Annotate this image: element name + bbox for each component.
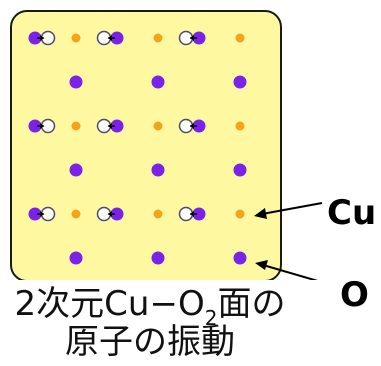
lattice-diagram: [10, 10, 323, 280]
copper-atom: [71, 209, 81, 219]
oxygen-atom: [151, 163, 165, 177]
oxygen-atom: [28, 207, 42, 221]
copper-atom: [153, 121, 163, 131]
o-pointer-line: [262, 264, 318, 280]
copper-atom: [235, 121, 245, 131]
oxygen-atom: [233, 163, 247, 177]
oxygen-atom: [69, 251, 83, 265]
cu-pointer-line: [261, 202, 323, 215]
oxygen-label: O: [340, 275, 369, 315]
caption-line-1-end: 面の: [217, 284, 286, 324]
caption-line-1-main: 2次元Cu−O: [14, 284, 205, 324]
copper-atom: [71, 33, 81, 43]
o-pointer-arrowhead: [255, 260, 268, 270]
oxygen-atom: [151, 251, 165, 265]
copper-atom: [153, 209, 163, 219]
copper-atom: [235, 209, 245, 219]
vibration-arrowhead: [40, 35, 44, 41]
oxygen-atom: [192, 207, 206, 221]
copper-atom: [235, 33, 245, 43]
oxygen-atom: [151, 75, 165, 89]
oxygen-atom: [69, 163, 83, 177]
cu-pointer-arrowhead: [254, 208, 267, 219]
caption-line-1: 2次元Cu−O2面の: [0, 284, 300, 328]
oxygen-atom: [233, 75, 247, 89]
copper-label: Cu: [327, 193, 377, 233]
vibration-arrowhead: [190, 211, 194, 217]
cu-o2-plane-panel: [10, 10, 282, 280]
vibration-arrowhead: [108, 211, 112, 217]
vibration-arrowhead: [190, 35, 194, 41]
vibration-arrowhead: [108, 123, 112, 129]
oxygen-atom: [28, 119, 42, 133]
vibration-arrowhead: [108, 35, 112, 41]
oxygen-atom: [110, 119, 124, 133]
label-pointers: [254, 202, 323, 280]
caption-subscript: 2: [204, 306, 218, 330]
copper-atom: [153, 33, 163, 43]
oxygen-atom: [192, 31, 206, 45]
oxygen-atom: [233, 251, 247, 265]
oxygen-atom: [110, 31, 124, 45]
vibration-arrowhead: [40, 211, 44, 217]
vibration-arrowhead: [190, 123, 194, 129]
atom-layer: [28, 30, 247, 265]
oxygen-atom: [110, 207, 124, 221]
caption-line-2: 原子の振動: [65, 322, 235, 362]
vibration-arrowhead: [40, 123, 44, 129]
copper-atom: [71, 121, 81, 131]
oxygen-atom: [69, 75, 83, 89]
oxygen-atom: [28, 31, 42, 45]
oxygen-atom: [192, 119, 206, 133]
